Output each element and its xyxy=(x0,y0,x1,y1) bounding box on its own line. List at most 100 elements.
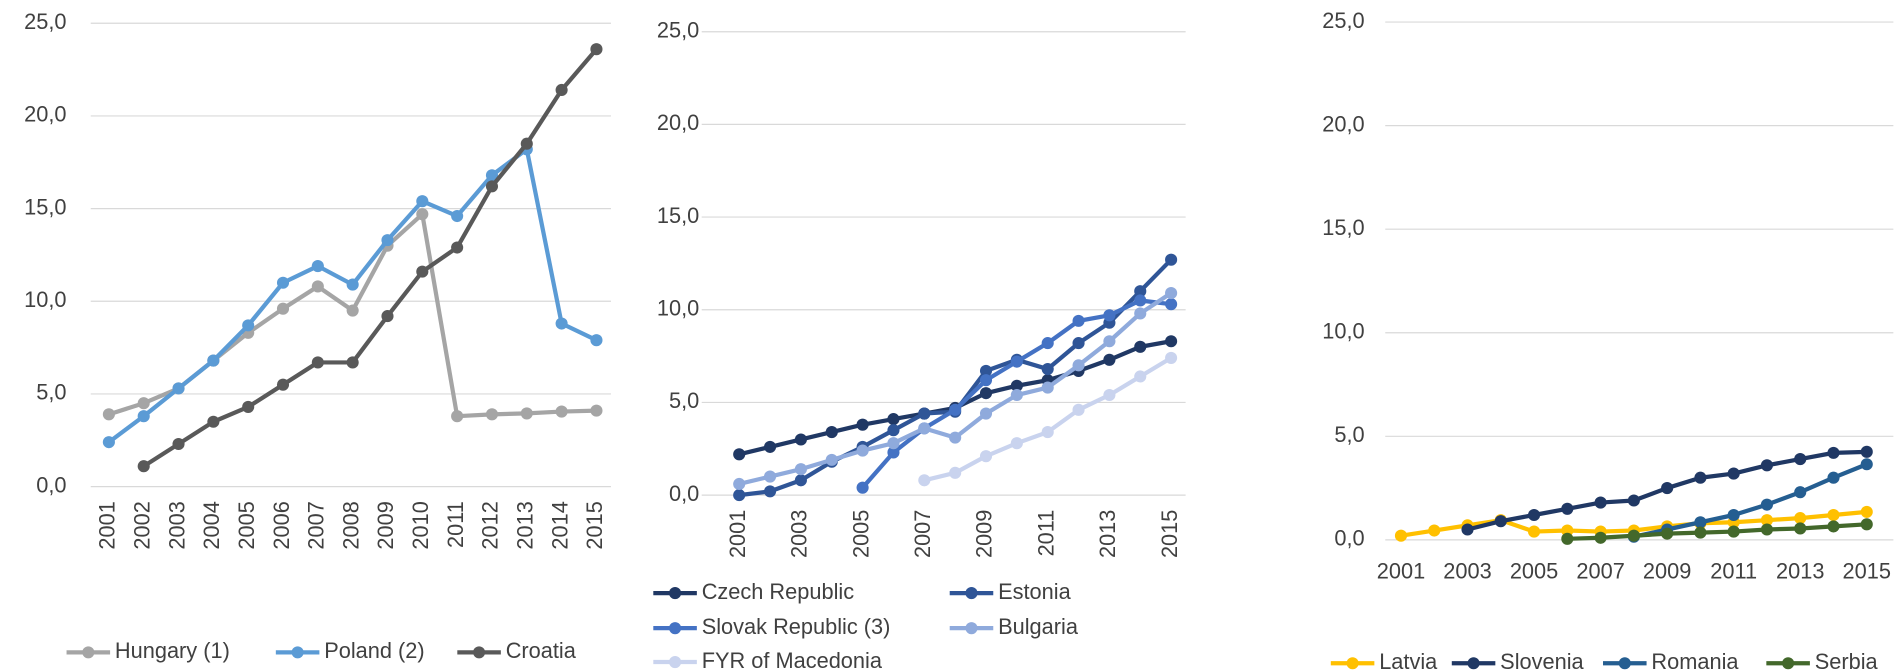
y-tick-label: 25,0 xyxy=(1322,8,1364,33)
data-point xyxy=(1010,379,1023,392)
x-tick-label: 2006 xyxy=(269,501,294,549)
data-point xyxy=(733,489,746,502)
data-point xyxy=(242,319,255,332)
y-tick-label: 10,0 xyxy=(24,287,66,312)
legend-label: Poland (2) xyxy=(324,638,424,663)
series-line xyxy=(1567,522,1867,541)
data-point xyxy=(979,407,993,420)
y-tick-label: 5,0 xyxy=(669,388,699,413)
data-point xyxy=(794,433,807,446)
data-point xyxy=(1134,285,1147,298)
data-point xyxy=(451,410,464,423)
data-point xyxy=(1760,498,1773,511)
x-tick-label: 2015 xyxy=(582,501,607,549)
data-point xyxy=(1461,523,1474,536)
data-point xyxy=(887,446,900,459)
data-point xyxy=(887,437,900,450)
x-tick-label: 2003 xyxy=(787,510,812,558)
x-tick-label: 2013 xyxy=(513,501,538,549)
data-point xyxy=(1694,471,1707,484)
data-point xyxy=(520,407,533,420)
data-point xyxy=(555,317,568,330)
legend-label: Estonia xyxy=(998,579,1071,604)
data-point xyxy=(733,448,746,461)
series-line xyxy=(142,47,599,469)
x-tick-label: 2001 xyxy=(725,510,750,558)
data-point xyxy=(1661,527,1674,540)
data-point xyxy=(1494,515,1507,528)
data-point xyxy=(242,400,255,413)
data-point xyxy=(856,444,869,457)
data-point xyxy=(1165,351,1178,364)
data-point xyxy=(918,407,931,420)
data-point xyxy=(555,83,568,97)
legend-label: Slovenia xyxy=(1500,649,1584,672)
data-point xyxy=(311,280,324,293)
data-point xyxy=(949,403,962,416)
data-point xyxy=(1760,523,1773,536)
data-point xyxy=(1860,458,1873,471)
data-point xyxy=(1103,388,1116,402)
data-point xyxy=(346,304,359,317)
x-tick-label: 2003 xyxy=(1443,558,1491,583)
legend-marker xyxy=(473,646,486,659)
data-point xyxy=(1165,253,1178,266)
legend-label: Bulgaria xyxy=(998,614,1079,639)
legend-label: Romania xyxy=(1651,649,1739,672)
data-point xyxy=(1860,505,1873,518)
legend-label: Croatia xyxy=(506,638,577,663)
data-point xyxy=(416,195,429,208)
data-point xyxy=(1561,532,1574,545)
data-point xyxy=(1041,381,1054,394)
y-tick-label: 20,0 xyxy=(657,110,699,135)
legend-marker xyxy=(965,587,978,600)
data-point xyxy=(979,374,993,387)
data-point xyxy=(416,208,429,221)
y-tick-label: 25,0 xyxy=(24,9,66,34)
data-point xyxy=(1860,518,1873,531)
data-point xyxy=(276,302,290,315)
data-point xyxy=(137,460,150,473)
data-point xyxy=(172,437,185,451)
data-point xyxy=(590,404,603,417)
data-point xyxy=(346,356,359,369)
y-tick-label: 0,0 xyxy=(36,472,66,497)
x-tick-label: 2007 xyxy=(1576,558,1624,583)
data-point xyxy=(825,453,838,466)
data-point xyxy=(485,169,499,182)
data-point xyxy=(764,440,777,453)
data-point xyxy=(555,405,568,418)
x-tick-label: 2009 xyxy=(1643,558,1691,583)
data-point xyxy=(1594,531,1607,544)
legend-marker xyxy=(1782,657,1795,670)
data-point xyxy=(381,234,394,247)
y-tick-label: 10,0 xyxy=(657,295,699,320)
x-tick-label: 2005 xyxy=(1510,558,1558,583)
x-tick-label: 2005 xyxy=(234,501,259,549)
data-point xyxy=(1661,482,1674,495)
data-point xyxy=(416,265,429,278)
x-tick-label: 2001 xyxy=(1377,558,1425,583)
data-point xyxy=(794,463,807,476)
data-point xyxy=(1165,335,1178,348)
y-tick-label: 10,0 xyxy=(1322,318,1364,343)
data-point xyxy=(1760,514,1773,527)
series-line xyxy=(738,258,1173,498)
legend-marker xyxy=(1346,657,1359,670)
data-point xyxy=(1010,388,1023,402)
x-tick-label: 2015 xyxy=(1157,510,1182,558)
data-point xyxy=(590,334,603,347)
data-point xyxy=(137,397,150,410)
data-point xyxy=(1103,309,1116,322)
data-point xyxy=(207,354,220,367)
data-point xyxy=(1041,337,1054,350)
data-point xyxy=(451,241,464,254)
data-point xyxy=(381,310,394,323)
data-point xyxy=(1627,529,1640,542)
y-tick-label: 0,0 xyxy=(669,481,699,506)
data-point xyxy=(1794,512,1807,525)
data-point xyxy=(918,422,931,435)
data-point xyxy=(276,378,290,391)
data-point xyxy=(1072,359,1085,372)
